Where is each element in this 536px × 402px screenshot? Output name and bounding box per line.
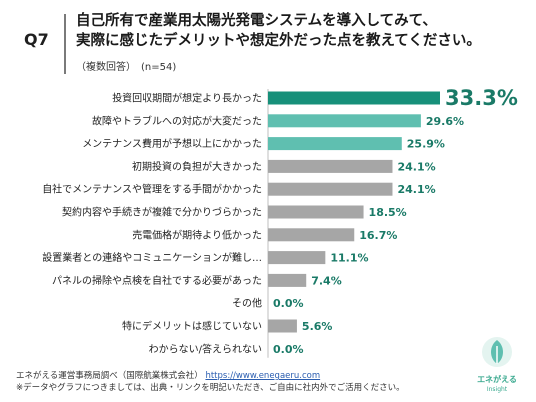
bar [268, 273, 307, 287]
value-label: 24.1% [397, 160, 435, 173]
category-label: 契約内容や手続きが複雑で分かりづらかった [62, 206, 262, 219]
value-label: 11.1% [330, 252, 368, 265]
question-label: Q7 [24, 30, 49, 49]
bar [268, 159, 393, 173]
category-label: 初期投資の負担が大きかった [132, 160, 262, 173]
bar [268, 182, 393, 196]
sample-note: （複数回答） (n=54) [76, 62, 177, 73]
bar [268, 228, 355, 242]
bar [268, 319, 297, 333]
logo-icon [482, 337, 512, 367]
value-label: 16.7% [359, 229, 397, 242]
chart-title-line1: 自己所有で産業用太陽光発電システムを導入してみて、 [76, 13, 437, 29]
usage-note: ※データやグラフにつきましては、出典・リンクを明記いただき、ご自由に社内外でご活… [16, 383, 405, 393]
category-label: わからない/答えられない [149, 342, 262, 355]
category-label: メンテナンス費用が予想以上にかかった [82, 137, 262, 150]
bar [268, 251, 326, 265]
value-label: 24.1% [397, 183, 435, 196]
category-label: 設置業者との連絡やコミュニケーションが難し… [42, 251, 262, 264]
value-label: 7.4% [311, 274, 342, 287]
bar [268, 205, 364, 219]
value-label: 0.0% [273, 297, 304, 310]
bar [268, 137, 402, 151]
logo-text: エネがえる [477, 375, 517, 384]
category-label: パネルの掃除や点検を自社でする必要があった [52, 274, 262, 287]
category-label: 特にデメリットは感じていない [122, 320, 262, 333]
bar [268, 91, 440, 105]
source-link[interactable]: https://www.enegaeru.com [205, 371, 321, 381]
value-label: 29.6% [426, 115, 464, 128]
category-label: 故障やトラブルへの対応が大変だった [92, 114, 262, 127]
category-label: 売電価格が期待より低かった [132, 228, 262, 241]
value-label: 0.0% [273, 343, 304, 356]
value-label: 33.3% [445, 86, 518, 110]
category-label: その他 [232, 297, 262, 310]
source-line: エネがえる運営事務局調べ（国際航業株式会社） https://www.enega… [16, 369, 320, 381]
category-label: 投資回収期間が想定より長かった [112, 92, 262, 105]
logo-subtext: Insight [486, 386, 508, 393]
value-label: 25.9% [407, 138, 445, 151]
title-divider [64, 14, 66, 74]
value-label: 18.5% [369, 206, 407, 219]
source-text: エネがえる運営事務局調べ（国際航業株式会社） [16, 371, 203, 381]
category-label: 自社でメンテナンスや管理をする手間がかかった [42, 183, 262, 196]
value-label: 5.6% [302, 320, 333, 333]
bar [268, 114, 421, 128]
chart-title-line2: 実際に感じたデメリットや想定外だった点を教えてください。 [76, 33, 481, 49]
